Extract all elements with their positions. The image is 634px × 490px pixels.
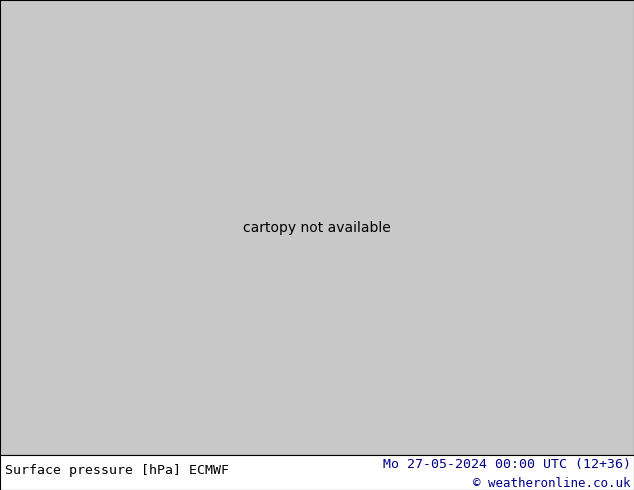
Text: cartopy not available: cartopy not available [243, 220, 391, 235]
Text: Mo 27-05-2024 00:00 UTC (12+36): Mo 27-05-2024 00:00 UTC (12+36) [383, 458, 631, 471]
Text: © weatheronline.co.uk: © weatheronline.co.uk [474, 477, 631, 490]
Text: Surface pressure [hPa] ECMWF: Surface pressure [hPa] ECMWF [5, 464, 229, 477]
